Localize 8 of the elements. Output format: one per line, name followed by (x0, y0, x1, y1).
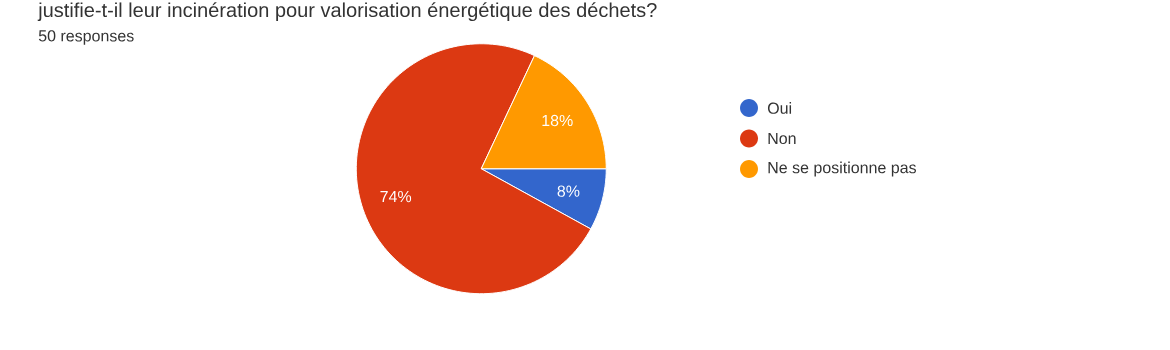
chart-title: justifie-t-il leur incinération pour valorisation énergétique des déchets? (37, 2, 657, 22)
data-label: 18% (542, 114, 573, 127)
legend-label: Ne se positionne pas (768, 161, 917, 177)
legend-label: Oui (767, 102, 792, 114)
text: 50 responses (38, 30, 134, 45)
legend-label: Non (768, 132, 796, 145)
data-label: 8% (557, 185, 580, 197)
data-label: 74% (380, 190, 412, 203)
